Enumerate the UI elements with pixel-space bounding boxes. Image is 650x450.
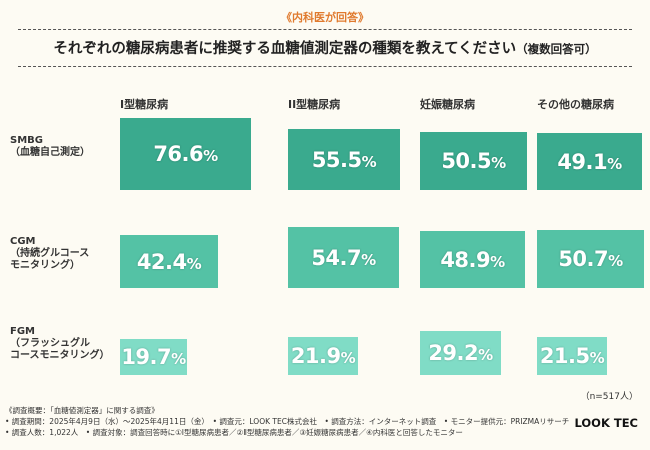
bar-cell: 50.7% bbox=[537, 230, 644, 288]
sample-size-note: （n=517人） bbox=[580, 392, 638, 402]
chart-title-main: それぞれの糖尿病患者に推奨する血糖値測定器の種類を教えてください bbox=[53, 41, 517, 57]
bar-cell: 19.7% bbox=[120, 339, 187, 375]
bar-cell: 29.2% bbox=[420, 331, 501, 375]
bar-value-label: 55.5% bbox=[311, 147, 377, 172]
row-label-line: FGM bbox=[10, 326, 35, 337]
bar-cell: 21.9% bbox=[288, 337, 358, 375]
bar-cell: 54.7% bbox=[288, 227, 399, 288]
bar-value-label: 48.9% bbox=[440, 247, 505, 272]
bar-value-unit: % bbox=[203, 147, 218, 165]
row-label: FGM （フラッシュグル コースモニタリング） bbox=[10, 326, 110, 362]
bar-value-unit: % bbox=[608, 252, 623, 270]
row-label: SMBG （血糖自己測定） bbox=[10, 135, 90, 159]
bar-value-unit: % bbox=[340, 349, 356, 367]
bar-cell: 21.5% bbox=[537, 337, 607, 375]
row-label: CGM （持続グルコース モニタリング） bbox=[10, 236, 89, 272]
column-header: II型糖尿病 bbox=[288, 98, 341, 111]
row-label-line: モニタリング） bbox=[10, 260, 80, 271]
bar-value-label: 76.6% bbox=[153, 142, 218, 166]
column-header: その他の糖尿病 bbox=[537, 98, 614, 111]
title-rule-bottom bbox=[18, 66, 632, 67]
bar-value-unit: % bbox=[589, 349, 605, 367]
row-label-line: （フラッシュグル bbox=[10, 338, 90, 349]
row-label-line: コースモニタリング） bbox=[10, 350, 110, 361]
footer-line: • 調査人数：1,022人 • 調査対象：調査回答時に①Ⅰ型糖尿病患者／②Ⅱ型糖… bbox=[5, 428, 463, 437]
column-header: I型糖尿病 bbox=[120, 98, 169, 111]
eyebrow-label: 《内科医が回答》 bbox=[281, 11, 369, 24]
bar-value-label: 21.9% bbox=[290, 344, 356, 368]
row-label-line: （持続グルコース bbox=[10, 248, 90, 259]
brand-logo: LOOK TEC bbox=[574, 416, 638, 430]
chart-title-suffix: （複数回答可） bbox=[516, 42, 597, 56]
bar-value-unit: % bbox=[607, 154, 622, 173]
bar-value-label: 19.7% bbox=[121, 345, 186, 369]
bar-value-label: 21.5% bbox=[539, 344, 605, 368]
title-rule-top bbox=[18, 29, 632, 30]
bar-cell: 76.6% bbox=[120, 118, 251, 190]
bar-cell: 42.4% bbox=[120, 235, 218, 288]
bar-value-label: 50.7% bbox=[558, 247, 623, 271]
bar-value-label: 42.4% bbox=[136, 249, 202, 274]
bar-value-label: 49.1% bbox=[557, 149, 622, 174]
bar-value-unit: % bbox=[171, 350, 186, 368]
bar-value-unit: % bbox=[361, 250, 376, 269]
bar-cell: 55.5% bbox=[288, 129, 400, 190]
chart-title: それぞれの糖尿病患者に推奨する血糖値測定器の種類を教えてください（複数回答可） bbox=[0, 37, 650, 58]
bar-cell: 49.1% bbox=[537, 133, 642, 190]
bar-value-unit: % bbox=[186, 254, 202, 273]
bar-cell: 48.9% bbox=[420, 231, 525, 288]
bar-value-label: 54.7% bbox=[311, 245, 376, 270]
bar-value-unit: % bbox=[491, 154, 506, 172]
row-label-line: CGM bbox=[10, 236, 36, 247]
bar-value-unit: % bbox=[490, 252, 505, 271]
footer-line: 《調査概要：「血糖値測定器」に関する調査》 bbox=[5, 406, 159, 415]
bar-value-unit: % bbox=[478, 346, 493, 364]
bar-value-unit: % bbox=[361, 152, 377, 171]
footer-survey-info: 《調査概要：「血糖値測定器」に関する調査》 • 調査期間：2025年4月9日（水… bbox=[5, 405, 645, 438]
footer-line: • 調査期間：2025年4月9日（水）～2025年4月11日（金） • 調査元：… bbox=[5, 417, 570, 426]
bar-cell: 50.5% bbox=[420, 132, 527, 190]
bar-value-label: 50.5% bbox=[441, 149, 506, 173]
column-header: 妊娠糖尿病 bbox=[420, 98, 475, 111]
row-label-line: SMBG bbox=[10, 135, 43, 146]
bar-value-label: 29.2% bbox=[428, 341, 493, 365]
row-label-line: （血糖自己測定） bbox=[10, 147, 90, 158]
